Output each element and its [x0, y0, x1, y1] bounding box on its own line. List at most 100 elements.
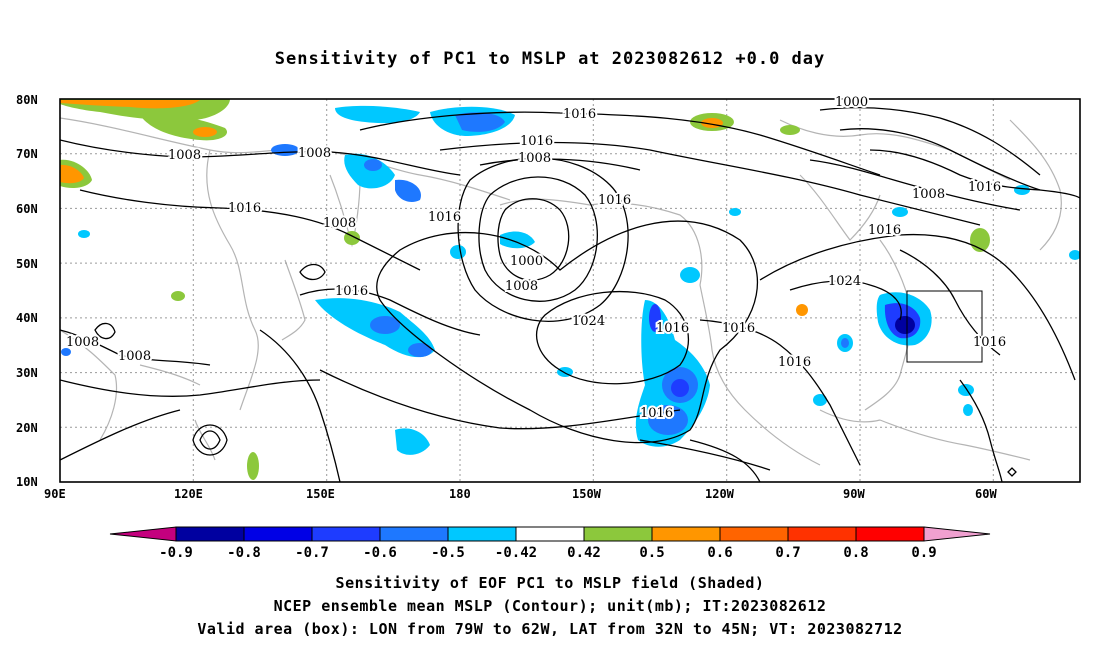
- shade-blue-pacific-1-core-2: [408, 343, 432, 357]
- contour-s-2: [259, 329, 341, 482]
- coast-philippines: [194, 419, 216, 461]
- contour-1016-se: [639, 439, 771, 471]
- contour-label: 1016: [335, 284, 368, 299]
- lon-label: 120E: [174, 487, 203, 501]
- shade-blue-atlantic-core-2: [895, 316, 915, 334]
- lon-label: 120W: [705, 487, 735, 501]
- colorbar-label: -0.6: [363, 545, 397, 561]
- shade-blue-sm-10: [61, 348, 71, 356]
- contour-1024-atl: [789, 280, 902, 321]
- lat-label: 20N: [16, 421, 38, 435]
- colorbar-swatch: [311, 526, 381, 542]
- coast-alaska: [499, 198, 703, 286]
- shade-blue-mid-1: [344, 153, 395, 189]
- colorbar-label: 0.9: [911, 545, 936, 561]
- colorbar-swatch: [787, 526, 857, 542]
- plot-frame: [59, 98, 1081, 483]
- contour-label: 1016: [640, 406, 673, 421]
- coast-greenland: [1009, 119, 1062, 251]
- lat-label: 10N: [16, 475, 38, 489]
- colorbar-high-end: [923, 526, 991, 542]
- contour-1008-n: [479, 158, 641, 171]
- contour-1016-north: [359, 111, 881, 176]
- contour-label: 1016: [428, 210, 461, 225]
- contour-label: 1016: [228, 201, 261, 216]
- colorbar-low-end: [109, 526, 177, 542]
- contour-1008-sw: [60, 329, 211, 366]
- lon-label: 150W: [572, 487, 602, 501]
- shade-blue-small-1: [450, 245, 466, 259]
- contour-1016-pac-s: [319, 369, 681, 430]
- contour-label: 1016: [968, 180, 1001, 195]
- shade-blue-sm-5: [813, 394, 827, 406]
- mslp-contours: [60, 106, 1080, 482]
- colorbar-swatch: [175, 526, 245, 542]
- colorbar-swatch: [855, 526, 925, 542]
- contour-1016-atl: [759, 233, 1076, 381]
- coast-seasia: [60, 329, 201, 441]
- contour-label: 1008: [323, 216, 356, 231]
- contour-low-pacific-2: [478, 176, 598, 302]
- coast-japan: [281, 259, 306, 341]
- lon-label: 90W: [843, 487, 865, 501]
- contour-low-pacific-3: [457, 157, 629, 323]
- colorbar-swatch: [515, 526, 585, 542]
- colorbar-label: 0.8: [843, 545, 868, 561]
- colorbar-label: 0.42: [567, 545, 601, 561]
- contour-label: 1008: [118, 349, 151, 364]
- shade-blue-top-3: [271, 144, 299, 156]
- contour-label: 1016: [722, 321, 755, 336]
- shade-blue-top-2-core: [455, 112, 505, 132]
- shade-blue-na-1: [680, 267, 700, 283]
- contour-ring-3: [192, 424, 228, 456]
- contour-labels: 1016 1016 1008 1000 1008 1008 1016 1016 …: [64, 93, 1008, 423]
- lat-label: 80N: [16, 93, 38, 107]
- lat-label: 30N: [16, 366, 38, 380]
- contour-s-3: [689, 439, 761, 482]
- shade-blue-pacific-1-core: [370, 316, 400, 334]
- coast-caribbean: [879, 419, 1031, 461]
- lat-label: 50N: [16, 257, 38, 271]
- colorbar-swatch: [719, 526, 789, 542]
- lat-label: 60N: [16, 202, 38, 216]
- colorbar-label: -0.8: [227, 545, 261, 561]
- contour-ring-1: [299, 263, 326, 281]
- contour-ring-2: [199, 430, 221, 450]
- shade-blue-mid-2: [395, 179, 421, 202]
- contour-label: 1008: [168, 148, 201, 163]
- contour-1016-big: [376, 220, 759, 444]
- contour-1016-n2: [439, 141, 981, 226]
- contour-high-1024: [536, 291, 690, 385]
- lat-lon-grid: [60, 99, 1080, 482]
- colorbar: -0.9 -0.8 -0.7 -0.6 -0.5 -0.42 0.42 0.5 0.6 0.7 0.…: [109, 526, 991, 561]
- contour-ring-5: [1007, 467, 1017, 477]
- contour-label: 1008: [298, 146, 331, 161]
- contour-1000-ne-2: [839, 128, 1041, 191]
- contour-1016-atl-2: [899, 249, 1001, 356]
- colorbar-label: -0.42: [495, 545, 537, 561]
- contour-label: 1016: [778, 355, 811, 370]
- sensitivity-shading: [60, 99, 1080, 480]
- contour-1016-na: [699, 319, 861, 466]
- lon-label: 60W: [975, 487, 997, 501]
- contour-label: 1000: [835, 95, 868, 110]
- colorbar-swatch: [447, 526, 517, 542]
- shade-blue-east-pacific-core-2: [671, 379, 689, 397]
- colorbar-swatch: [243, 526, 313, 542]
- shade-blue-sm-4: [963, 404, 973, 416]
- coast-asia-north: [60, 117, 511, 201]
- shade-blue-mid-1-core: [364, 159, 382, 171]
- shade-blue-sm-3: [958, 384, 974, 396]
- colorbar-label: 0.5: [639, 545, 664, 561]
- contour-s-1: [60, 409, 181, 461]
- contour-label: 1008: [518, 151, 551, 166]
- shade-blue-sm-8: [1069, 250, 1080, 260]
- shade-green-atl-3: [780, 125, 800, 135]
- contour-label: 1016: [973, 335, 1006, 350]
- shade-blue-atlantic-3: [841, 338, 849, 348]
- shade-blue-sm-6: [729, 208, 741, 216]
- shade-blue-small-2: [500, 231, 535, 249]
- map-title: Sensitivity of PC1 to MSLP at 2023082612…: [274, 49, 826, 69]
- shade-green-sm-1: [171, 291, 185, 301]
